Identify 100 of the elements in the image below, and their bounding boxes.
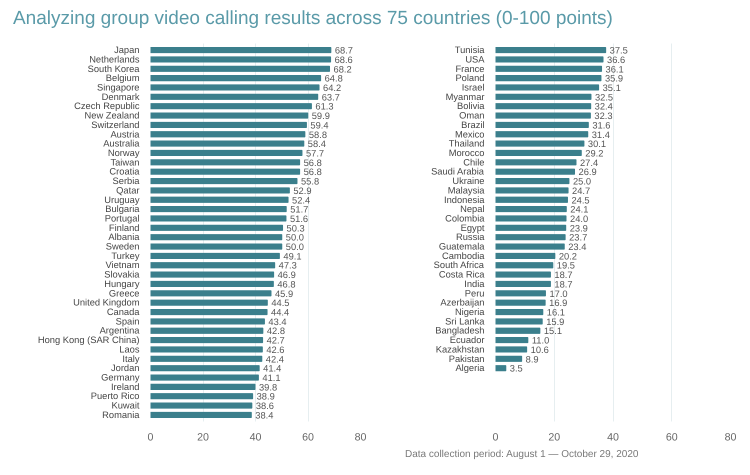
y-tick-label: Colombia	[445, 213, 486, 224]
x-tick-label: 0	[148, 432, 154, 444]
bar	[496, 75, 602, 82]
x-tick-label: 80	[354, 432, 366, 444]
y-tick-label: Pakistan	[448, 354, 485, 364]
data-label: 50.0	[286, 242, 304, 252]
bar	[150, 337, 264, 344]
y-tick-label: Indonesia	[444, 194, 486, 205]
y-tick-label: Azerbaijan	[440, 298, 484, 308]
data-label: 42.6	[266, 344, 284, 355]
bar	[496, 224, 566, 231]
bar	[496, 300, 546, 306]
bar	[150, 122, 307, 128]
y-tick-label: Belgium	[106, 73, 140, 84]
data-label: 37.5	[610, 46, 628, 56]
y-tick-label: France	[455, 64, 485, 74]
data-label: 23.7	[569, 232, 588, 243]
bar	[150, 365, 260, 372]
bar	[496, 66, 602, 72]
data-label: 11.0	[532, 336, 550, 346]
y-tick-label: Puerto Rico	[90, 391, 140, 402]
y-tick-label: Oman	[459, 110, 485, 121]
bar	[496, 308, 544, 316]
data-label: 18.7	[554, 270, 573, 280]
data-label: 52.9	[293, 186, 312, 196]
bar	[496, 131, 588, 138]
bar	[150, 112, 308, 119]
bar	[150, 384, 256, 390]
bar	[150, 150, 302, 156]
y-tick-label: Hungary	[104, 278, 140, 289]
bar	[496, 318, 543, 324]
data-label: 17.0	[549, 288, 568, 299]
y-tick-label: United Kingdom	[73, 298, 140, 308]
data-label: 16.1	[546, 308, 565, 318]
data-label: 42.8	[266, 326, 286, 336]
y-tick-label: Finland	[108, 222, 140, 233]
bar	[496, 356, 522, 362]
data-label: 29.2	[585, 148, 604, 158]
data-label: 32.3	[594, 111, 613, 122]
y-tick-label: Albania	[108, 232, 140, 242]
y-tick-label: Serbia	[112, 176, 140, 186]
data-label: 32.5	[594, 92, 614, 102]
data-label: 38.4	[255, 410, 274, 420]
data-label: 24.0	[570, 214, 588, 224]
bar	[496, 272, 551, 278]
bar	[496, 252, 556, 259]
y-tick-label: Czech Republic	[74, 101, 140, 112]
y-tick-label: Mexico	[454, 129, 484, 140]
data-label: 39.8	[258, 382, 278, 392]
data-label: 57.7	[306, 148, 324, 158]
bar	[150, 131, 306, 138]
y-tick-label: Romania	[102, 410, 140, 420]
y-tick-label: Greece	[108, 288, 140, 298]
data-label: 44.4	[271, 308, 290, 318]
y-tick-label: Turkey	[111, 250, 140, 261]
data-label: 10.6	[530, 344, 549, 355]
data-label: 35.9	[604, 74, 624, 84]
data-label: 23.4	[568, 242, 586, 252]
data-label: 68.2	[334, 64, 352, 74]
bar	[150, 224, 284, 231]
data-label: 15.9	[546, 316, 564, 327]
y-tick-label: Singapore	[96, 82, 140, 92]
data-label: 3.5	[510, 364, 523, 374]
y-tick-label: Peru	[464, 288, 485, 298]
bar	[150, 75, 322, 82]
data-label: 41.4	[263, 364, 282, 374]
bar	[496, 262, 554, 268]
y-tick-label: Cambodia	[442, 250, 486, 261]
x-tick-label: 40	[250, 432, 262, 444]
y-tick-label: India	[464, 278, 486, 289]
y-tick-label: Laos	[119, 344, 140, 354]
y-tick-label: Netherlands	[89, 54, 140, 64]
bar	[150, 412, 252, 418]
y-tick-label: Argentina	[100, 326, 140, 336]
bar	[496, 206, 567, 212]
y-tick-label: Switzerland	[91, 120, 140, 130]
data-label: 15.1	[544, 326, 562, 336]
y-tick-label: Slovakia	[104, 270, 140, 280]
bar	[496, 290, 546, 296]
data-label: 50.0	[286, 232, 304, 243]
bar	[150, 187, 290, 194]
data-label: 56.8	[304, 167, 322, 178]
data-label: 46.9	[278, 270, 296, 280]
bar	[496, 150, 582, 156]
x-tick-label: 20	[548, 432, 560, 444]
y-tick-label: Egypt	[460, 222, 485, 233]
bar	[496, 159, 576, 166]
data-label: 31.4	[592, 130, 610, 140]
data-label: 24.1	[570, 204, 588, 215]
y-tick-label: Tunisia	[454, 45, 486, 56]
y-tick-label: USA	[465, 54, 486, 64]
y-tick-label: Germany	[101, 372, 140, 383]
y-tick-label: Saudi Arabia	[431, 166, 485, 177]
bar	[150, 178, 298, 184]
bar	[150, 262, 276, 268]
data-label: 50.3	[286, 223, 305, 234]
data-label: 36.6	[607, 54, 626, 65]
bar	[496, 56, 604, 62]
data-label: 35.1	[602, 82, 621, 93]
y-tick-label: Croatia	[109, 166, 140, 177]
